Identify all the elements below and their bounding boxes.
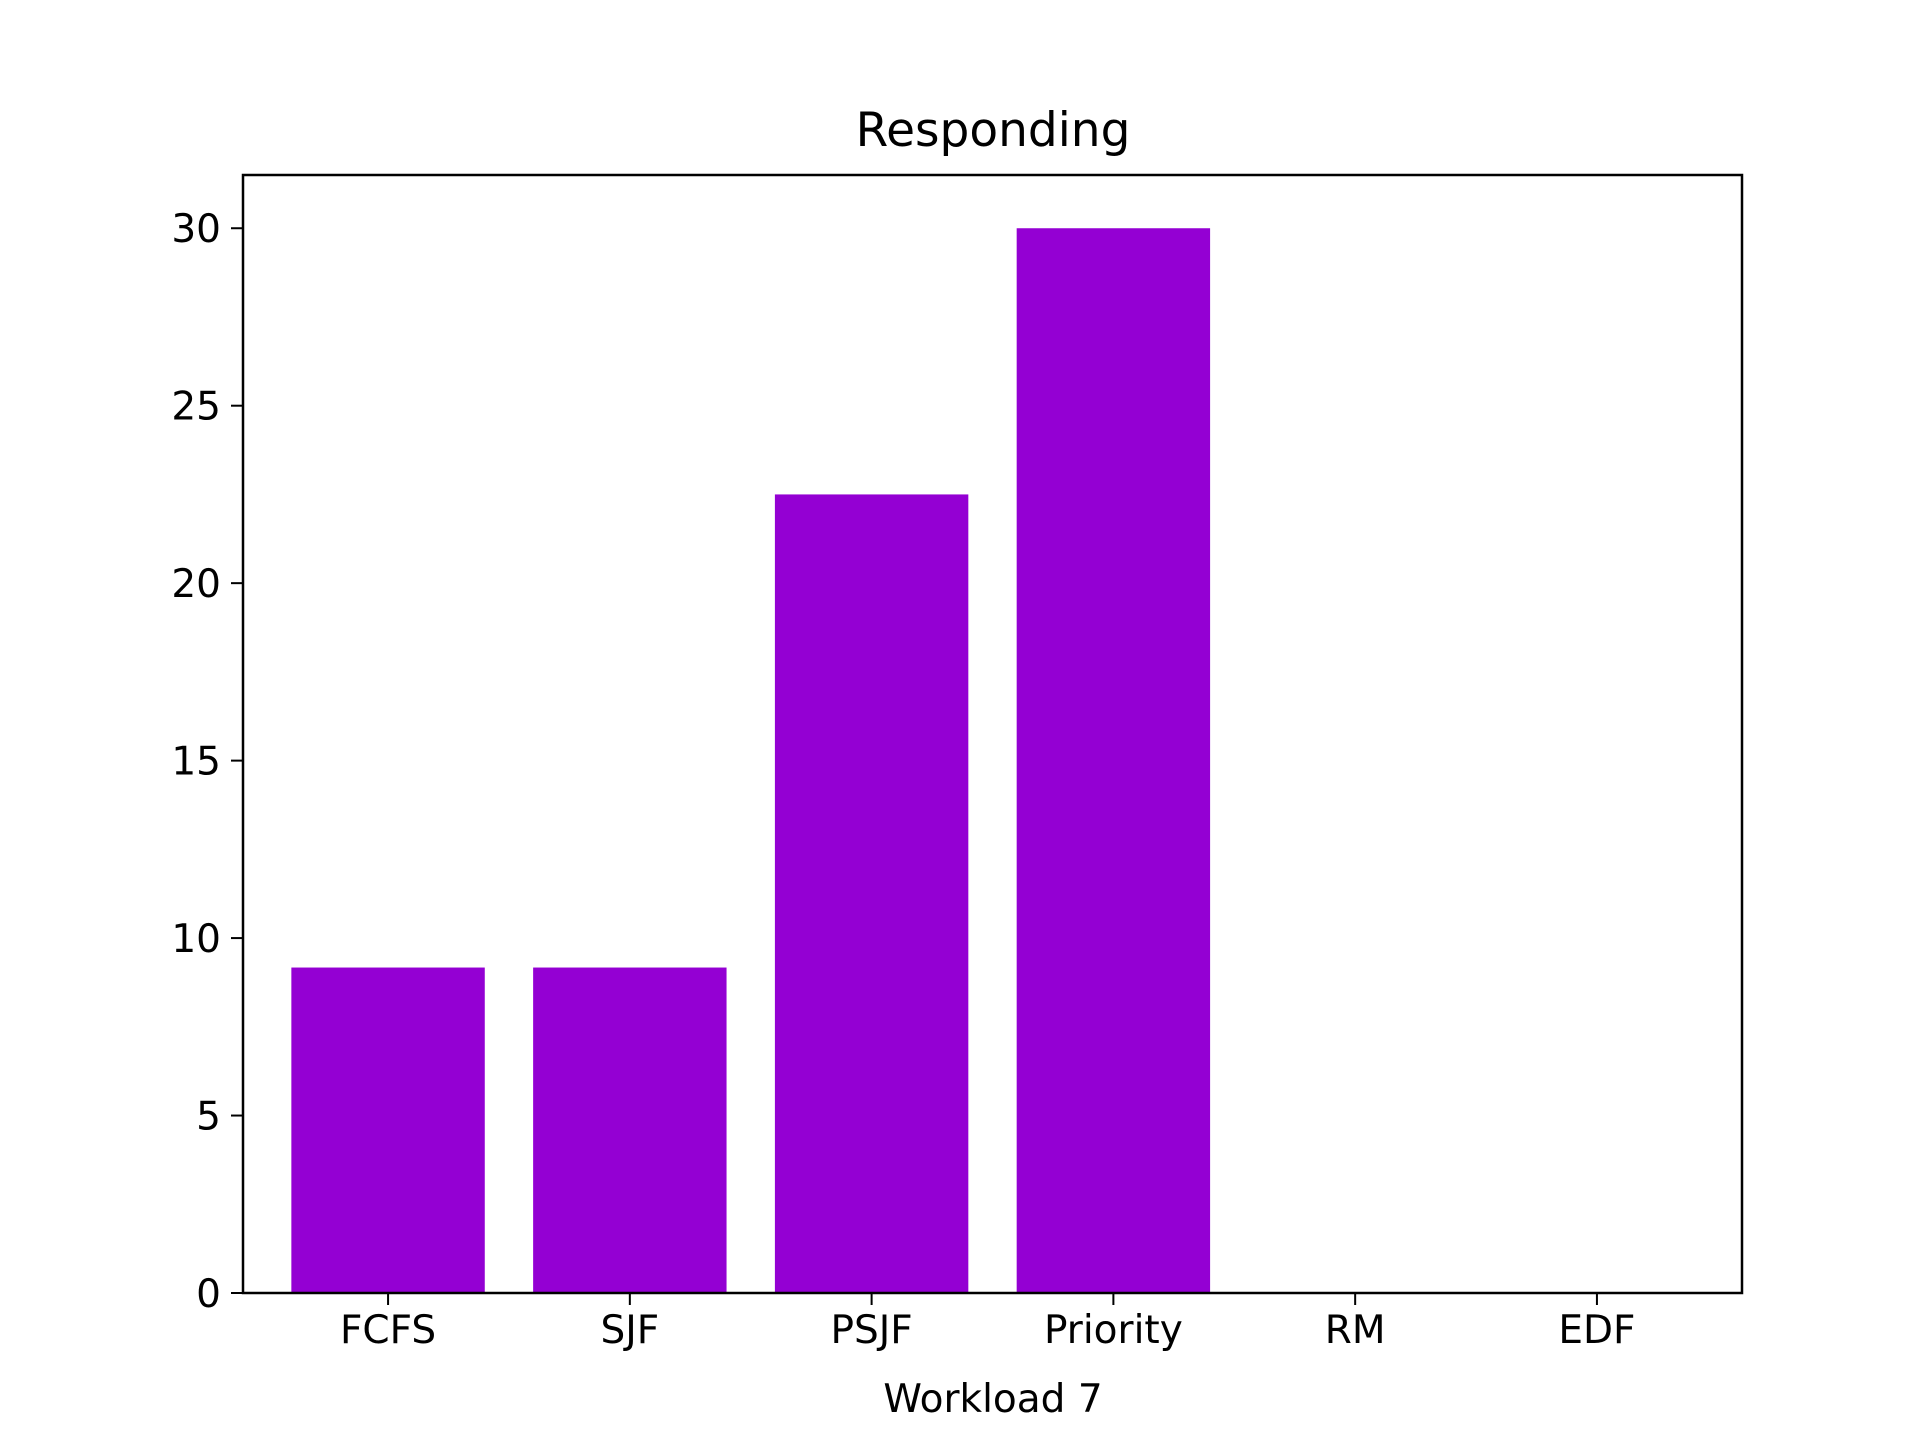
- y-tick-label-25: 25: [171, 385, 221, 430]
- x-axis-label: Workload 7: [883, 1377, 1102, 1422]
- plot-frame: [241, 173, 1744, 1295]
- x-tick-label-rm: RM: [1325, 1308, 1386, 1353]
- bar-priority: [1016, 228, 1211, 1294]
- x-axis: FCFS SJF PSJF Priority RM EDF: [340, 1293, 1635, 1353]
- x-tick-label-edf: EDF: [1558, 1308, 1635, 1353]
- y-tick-label-20: 20: [171, 562, 221, 607]
- y-tick-label-5: 5: [196, 1095, 221, 1140]
- x-tick-label-psjf: PSJF: [831, 1308, 913, 1353]
- x-tick-label-fcfs: FCFS: [340, 1308, 436, 1353]
- y-tick-label-15: 15: [171, 740, 221, 785]
- chart-title: Responding: [856, 103, 1131, 158]
- bars-group: [291, 228, 1211, 1294]
- bar-fcfs: [291, 967, 485, 1293]
- y-tick-label-30: 30: [171, 207, 221, 252]
- y-tick-label-0: 0: [196, 1272, 221, 1317]
- bar-sjf: [533, 967, 727, 1293]
- bar-psjf: [774, 494, 969, 1293]
- x-tick-label-sjf: SJF: [600, 1308, 659, 1353]
- y-tick-label-10: 10: [171, 917, 221, 962]
- y-axis: 0 5 10 15 20 25 30: [171, 207, 243, 1317]
- x-tick-label-priority: Priority: [1044, 1308, 1183, 1353]
